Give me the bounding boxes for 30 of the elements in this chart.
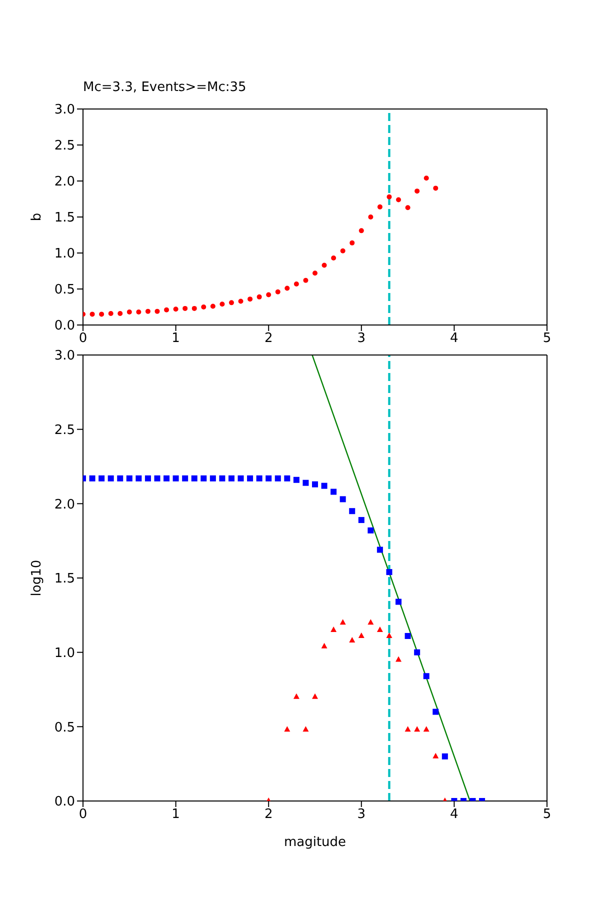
x-tick-label: 2: [264, 807, 273, 822]
x-tick-label: 0: [78, 331, 88, 346]
x-tick-label: 4: [450, 331, 458, 346]
y-tick-label: 2.5: [54, 138, 75, 154]
x-tick-label: 2: [264, 331, 273, 346]
x-tick-label: 1: [172, 331, 180, 346]
y-tick-label: 3.0: [54, 102, 75, 118]
y-tick-label: 2.0: [54, 174, 75, 190]
y-tick-label: 1.0: [54, 646, 75, 661]
x-axis-title: magitude: [284, 835, 346, 850]
x-tick-label: 3: [357, 331, 366, 346]
y-tick-label: 0.5: [54, 282, 75, 298]
y-tick-label: 0.0: [54, 794, 75, 810]
y-tick-label: 0.5: [54, 720, 75, 736]
chart-title: Mc=3.3, Events>=Mc:35: [83, 80, 246, 95]
x-tick-label: 0: [78, 807, 88, 822]
y-tick-label: 1.5: [54, 210, 75, 226]
x-tick-label: 5: [542, 331, 552, 346]
y-axis-title: b: [30, 212, 45, 222]
x-tick-label: 1: [172, 807, 180, 822]
y-tick-label: 3.0: [54, 348, 75, 364]
y-tick-label: 0.0: [54, 318, 75, 334]
x-tick-label: 4: [450, 807, 458, 822]
y-axis-title: log10: [30, 560, 45, 596]
y-tick-label: 1.5: [54, 572, 75, 587]
y-tick-label: 1.0: [54, 246, 75, 262]
y-tick-label: 2.0: [54, 497, 75, 512]
x-tick-label: 3: [357, 807, 366, 822]
y-tick-label: 2.5: [54, 422, 75, 438]
x-tick-label: 5: [542, 807, 552, 822]
